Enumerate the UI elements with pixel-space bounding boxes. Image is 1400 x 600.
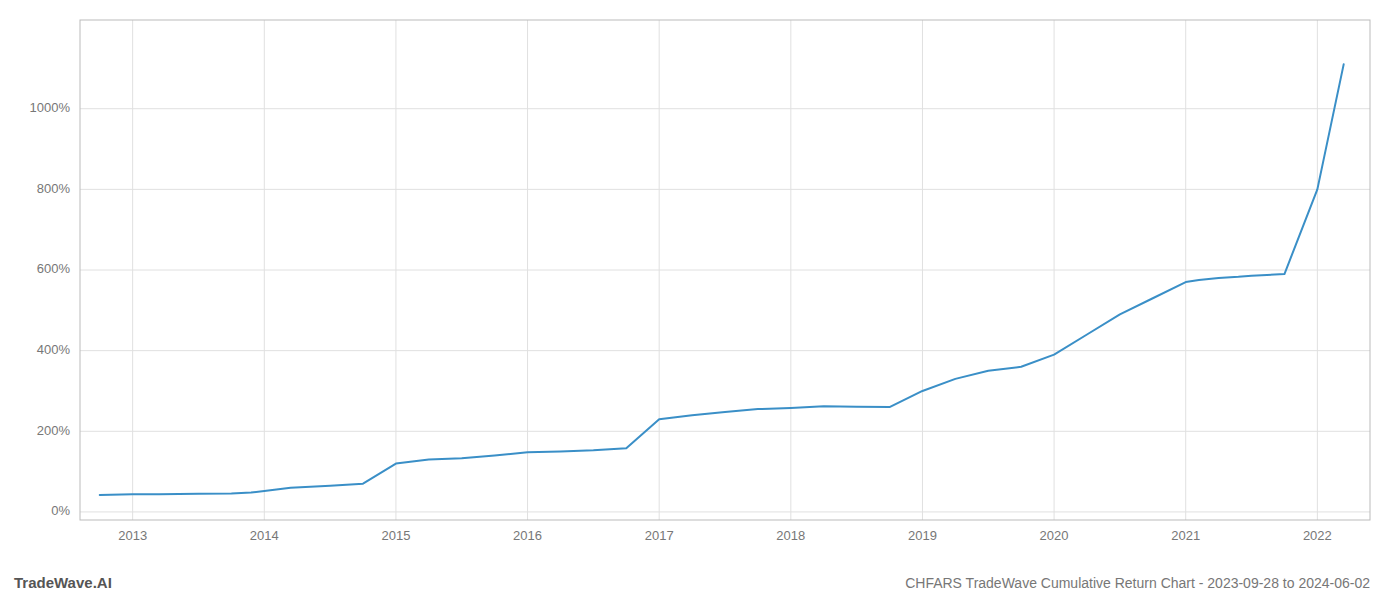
series	[100, 64, 1344, 495]
y-tick-label: 200%	[37, 423, 71, 438]
watermark: TradeWave.AI	[14, 574, 112, 591]
x-grid-line	[790, 20, 791, 520]
x-tick-label: 2017	[645, 528, 674, 543]
grid	[80, 20, 1370, 520]
x-tick-label: 2019	[908, 528, 937, 543]
chart: 0% 200% 400% 600% 800% 1000% 2013 2014 2015 2016 2…	[0, 0, 1400, 600]
x-tick-label: 2013	[118, 528, 147, 543]
line	[100, 64, 1344, 495]
y-grid-line	[80, 350, 1370, 351]
x-tick-label: 2014	[250, 528, 279, 543]
x-tick-label: 2015	[381, 528, 410, 543]
x-grid-line	[659, 20, 660, 520]
title: CHFARS TradeWave Cumulative Return Chart…	[905, 575, 1370, 591]
x-grid-line	[132, 20, 133, 520]
y-grid-line	[80, 108, 1370, 109]
y-tick-label: 800%	[37, 181, 71, 196]
x-tick-label: 2022	[1303, 528, 1332, 543]
y-grid-line	[80, 511, 1370, 512]
x-grid-line	[1185, 20, 1186, 520]
page: {"chart_data": { "type": "line", "title"…	[0, 0, 1400, 600]
plot-frame	[80, 20, 1370, 520]
x-grid-line	[1054, 20, 1055, 520]
x-grid-line	[922, 20, 923, 520]
x-grid-line	[395, 20, 396, 520]
x-grid-line	[264, 20, 265, 520]
y-tick-label: 0%	[51, 503, 70, 518]
y-grid-line	[80, 189, 1370, 190]
axes: 0% 200% 400% 600% 800% 1000% 2013 2014 2015 2016 2…	[30, 20, 1370, 543]
y-grid-line	[80, 431, 1370, 432]
x-grid-line	[1317, 20, 1318, 520]
y-tick-label: 400%	[37, 342, 71, 357]
y-tick-label: 600%	[37, 261, 71, 276]
x-tick-label: 2018	[776, 528, 805, 543]
x-grid-line	[527, 20, 528, 520]
y-grid-line	[80, 270, 1370, 271]
x-tick-label: 2020	[1040, 528, 1069, 543]
x-tick-label: 2016	[513, 528, 542, 543]
x-tick-label: 2021	[1171, 528, 1200, 543]
y-tick-label: 1000%	[30, 100, 71, 115]
